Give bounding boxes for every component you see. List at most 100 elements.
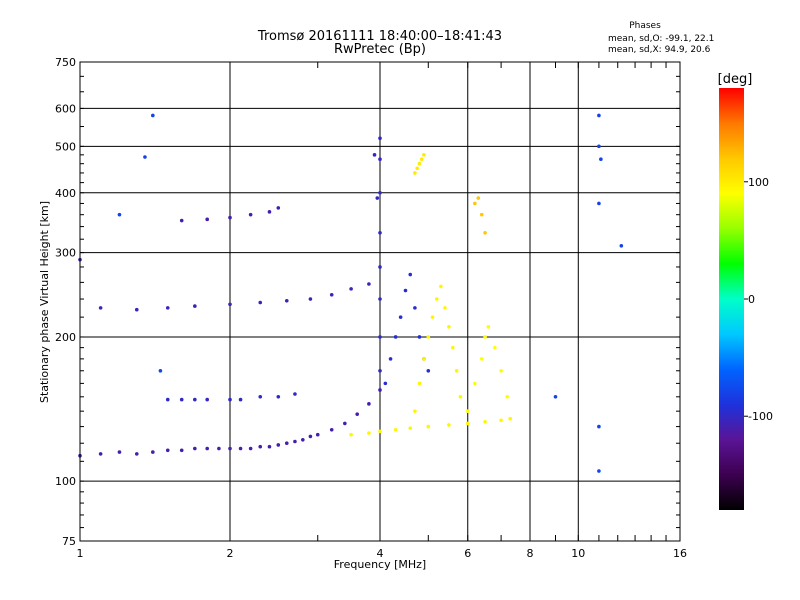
y-tick-label: 500 (55, 140, 76, 153)
data-point (493, 345, 497, 350)
data-point (388, 357, 393, 361)
data-point (284, 441, 289, 446)
data-point (117, 450, 122, 454)
data-point (276, 206, 281, 210)
data-point (398, 315, 403, 319)
data-point (408, 272, 413, 277)
data-point (499, 368, 503, 373)
data-point (134, 452, 139, 456)
data-point (193, 397, 197, 402)
data-point (393, 428, 398, 432)
x-axis-label: Frequency [MHz] (334, 558, 426, 571)
data-point (378, 136, 382, 140)
data-point (276, 395, 281, 399)
data-point (483, 230, 487, 235)
data-point (98, 306, 103, 310)
data-point (378, 297, 382, 301)
data-point (465, 409, 470, 413)
data-point (417, 381, 422, 386)
data-point (434, 297, 439, 301)
data-point (413, 409, 417, 413)
y-tick-labels: 75 100 200 300 400 500 600 750 (55, 56, 76, 548)
data-point (454, 368, 459, 373)
data-point (378, 190, 382, 195)
data-point (451, 345, 455, 350)
data-point (465, 421, 470, 426)
data-point (238, 397, 243, 402)
data-point (378, 429, 382, 434)
data-point (193, 304, 197, 308)
data-point (443, 306, 447, 310)
data-point (258, 444, 263, 449)
data-point (165, 397, 170, 402)
data-point (378, 265, 382, 269)
data-point (375, 196, 380, 200)
y-tick-label: 200 (55, 331, 76, 344)
data-point (165, 448, 170, 453)
data-point (98, 452, 103, 456)
data-point (117, 212, 122, 217)
data-point (308, 297, 313, 301)
colorbar-tick-label: -100 (748, 410, 773, 423)
data-point (238, 446, 243, 451)
colorbar-tick-label: 0 (748, 293, 755, 306)
data-point (479, 357, 484, 361)
data-point (403, 288, 408, 293)
data-point (473, 381, 477, 386)
data-point (378, 335, 382, 339)
data-point (483, 335, 487, 339)
data-point (597, 201, 601, 206)
data-point (378, 388, 382, 392)
data-point (597, 144, 601, 149)
data-point (205, 446, 209, 451)
data-point (258, 300, 263, 305)
data-point (505, 395, 509, 399)
data-point (165, 306, 170, 310)
data-point (415, 166, 419, 171)
data-point (483, 420, 487, 424)
data-points (78, 113, 624, 473)
data-point (473, 201, 477, 206)
data-point (422, 153, 426, 157)
data-point (426, 424, 431, 429)
data-point (508, 416, 512, 421)
data-point (413, 171, 417, 175)
data-point (343, 421, 347, 426)
data-point (205, 397, 209, 402)
data-point (267, 210, 272, 214)
data-point (228, 302, 232, 307)
y-axis-label: Stationary phase Virtual Height [km] (38, 201, 51, 403)
y-tick-label: 750 (55, 56, 76, 69)
data-point (419, 157, 424, 162)
data-point (372, 153, 377, 157)
data-point (151, 450, 155, 454)
data-point (158, 368, 163, 373)
colorbar-tick-label: 100 (748, 176, 769, 189)
data-point (301, 437, 305, 442)
data-point (597, 113, 601, 118)
data-point (258, 395, 263, 399)
y-tick-label: 400 (55, 187, 76, 200)
data-point (276, 443, 281, 447)
y-tick-label: 100 (55, 475, 76, 488)
data-point (599, 157, 603, 162)
data-point (367, 282, 371, 286)
x-tick-label: 10 (571, 547, 585, 560)
data-point (179, 397, 184, 402)
y-tick-label: 600 (55, 102, 76, 115)
data-point (151, 113, 155, 118)
data-point (426, 335, 431, 339)
data-point (179, 448, 184, 453)
y-tick-label: 300 (55, 247, 76, 260)
data-point (355, 412, 359, 416)
plot-frame (79, 61, 681, 542)
data-point (439, 284, 443, 289)
stats-heading: Phases (629, 21, 661, 31)
grid-lines (79, 62, 680, 541)
data-point (476, 196, 481, 200)
data-point (499, 418, 503, 423)
data-point (267, 444, 272, 449)
data-point (143, 155, 147, 159)
data-point (486, 325, 491, 329)
